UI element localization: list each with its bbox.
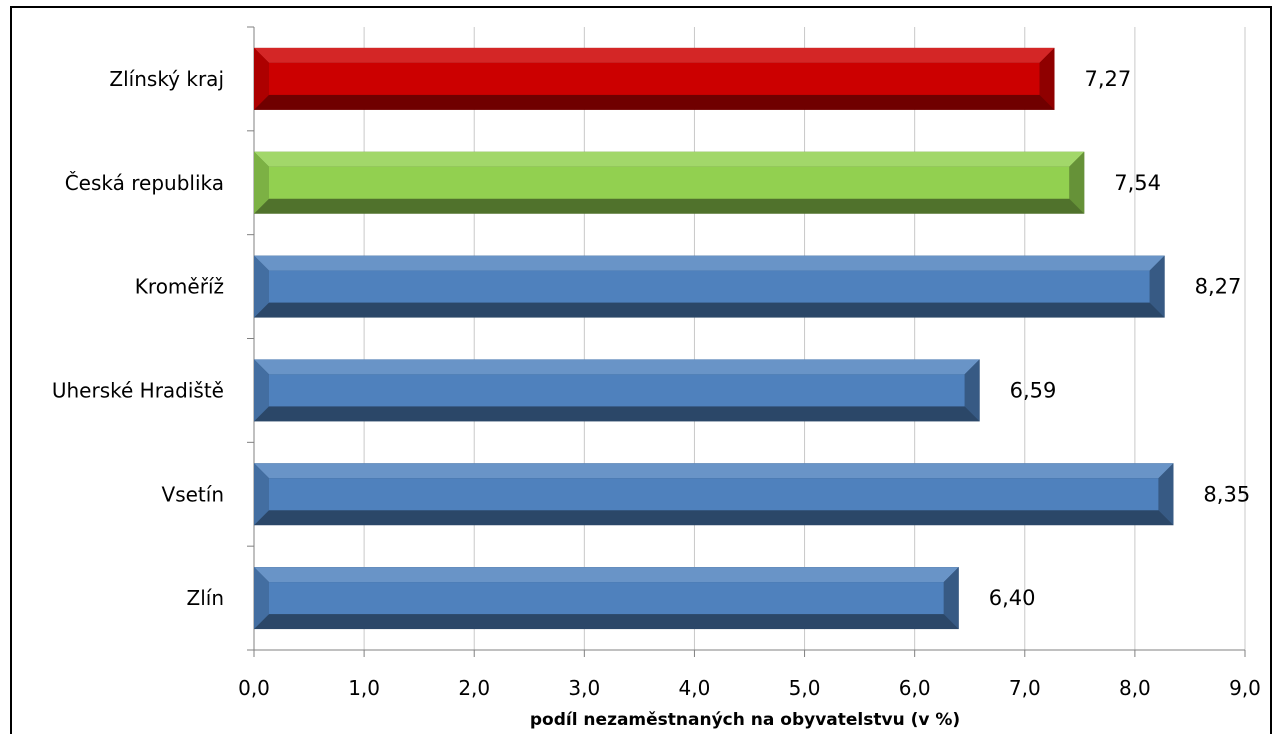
bars [254,47,1174,630]
x-tick-labels: 0,0 1,0 2,0 3,0 4,0 5,0 6,0 7,0 8,0 9,0 [238,676,1261,700]
bar [254,255,1165,318]
x-tick-label: 5,0 [789,676,821,700]
value-label: 6,59 [1010,378,1057,402]
category-label: Česká republika [65,171,224,195]
value-labels: 7,27 7,54 8,27 6,59 8,35 6,40 [989,67,1250,610]
bar [254,359,980,422]
x-tick-label: 0,0 [238,676,270,700]
x-tick-label: 8,0 [1119,676,1151,700]
bar [254,567,959,630]
category-label: Vsetín [162,482,224,506]
x-tick-label: 6,0 [899,676,931,700]
value-label: 7,27 [1085,67,1132,91]
x-tick-label: 2,0 [458,676,490,700]
gridlines [363,27,1246,650]
x-axis-title: podíl nezaměstnaných na obyvatelstvu (v … [530,710,960,730]
x-tick-label: 7,0 [1009,676,1041,700]
x-tick-label: 3,0 [568,676,600,700]
category-labels: Zlínský kraj Česká republika Kroměříž Uhers… [52,67,224,610]
value-label: 7,54 [1114,171,1161,195]
category-label: Kroměříž [135,275,224,299]
x-tick-label: 4,0 [679,676,711,700]
bar [254,151,1085,214]
axes [247,26,1246,657]
x-tick-label: 9,0 [1229,676,1261,700]
bar [254,463,1174,526]
x-tick-label: 1,0 [348,676,380,700]
value-label: 6,40 [989,586,1036,610]
category-label: Zlín [187,586,225,610]
value-label: 8,35 [1203,482,1250,506]
value-label: 8,27 [1195,275,1242,299]
category-label: Zlínský kraj [109,67,224,91]
category-label: Uherské Hradiště [52,378,224,402]
bar [254,47,1055,110]
